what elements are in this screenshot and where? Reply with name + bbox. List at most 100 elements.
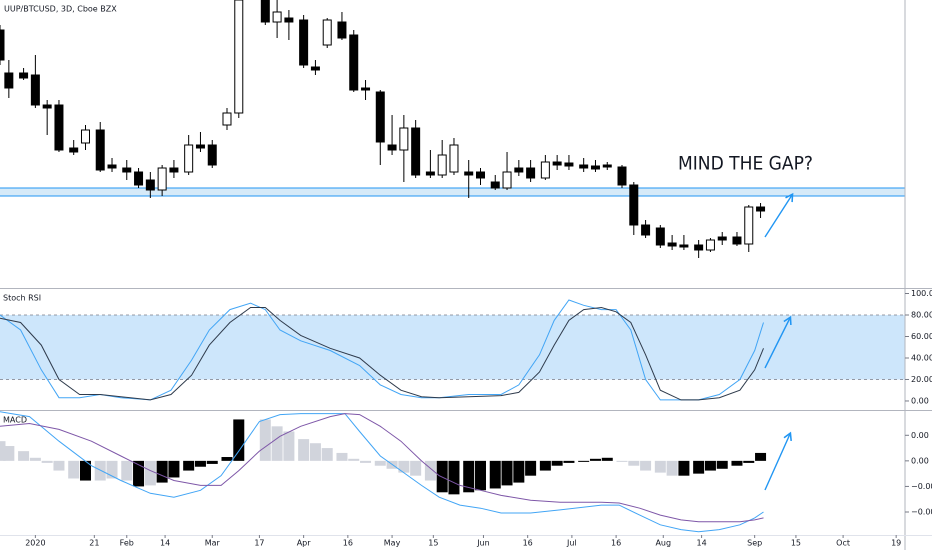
histogram-bar xyxy=(283,431,295,461)
candle-body xyxy=(399,127,409,151)
histogram-bar xyxy=(755,452,767,461)
candle-body xyxy=(464,171,474,176)
histogram-bar xyxy=(68,460,80,479)
histogram-bar xyxy=(525,460,537,476)
histogram-bar xyxy=(79,460,91,481)
candle-body xyxy=(705,239,715,251)
candle-body xyxy=(579,164,589,169)
x-tick-label: Mar xyxy=(205,539,221,548)
candle-body xyxy=(310,66,320,71)
y-tick-label: 80.00 xyxy=(911,311,932,320)
histogram-bar xyxy=(628,460,640,466)
histogram-bar xyxy=(271,426,283,461)
candle-body xyxy=(617,166,627,186)
histogram-bar xyxy=(716,460,728,469)
histogram-bar xyxy=(654,460,666,473)
pane-title: Stoch RSI xyxy=(3,294,41,303)
x-tick-label: 21 xyxy=(89,539,99,548)
histogram-bar xyxy=(298,439,310,461)
candle-body xyxy=(145,179,155,191)
histogram-bar xyxy=(398,460,410,473)
chart-title: UUP/BTCUSD, 3D, Cboe BZX xyxy=(4,5,117,14)
histogram-bar xyxy=(666,460,678,476)
candle-body xyxy=(42,104,52,109)
candle-body xyxy=(717,236,727,241)
candle-body xyxy=(284,17,294,23)
candle-body xyxy=(107,164,117,169)
candle-body xyxy=(184,144,194,173)
candle-body xyxy=(134,171,144,186)
candle-body xyxy=(349,34,359,91)
x-tick-label: Apr xyxy=(297,539,312,548)
histogram-bar xyxy=(18,451,30,461)
histogram-bar xyxy=(616,460,628,462)
candle-body xyxy=(655,227,665,246)
histogram-bar xyxy=(133,460,145,487)
histogram-bar xyxy=(53,460,65,471)
x-tick-label: 17 xyxy=(254,539,264,548)
histogram-bar xyxy=(601,457,613,461)
x-tick-label: May xyxy=(384,539,401,548)
histogram-bar xyxy=(29,457,41,461)
candle-body xyxy=(756,206,766,212)
candle-body xyxy=(502,171,512,189)
histogram-bar xyxy=(360,460,372,463)
candle-body xyxy=(540,161,550,179)
arrow xyxy=(764,192,794,238)
candle-body xyxy=(667,242,677,247)
y-tick-label: 0.00 xyxy=(911,396,929,405)
x-tick-label: 15 xyxy=(428,539,438,548)
histogram-bar xyxy=(640,460,652,471)
x-tick-label: Sep xyxy=(747,539,762,548)
histogram-bar xyxy=(589,458,601,461)
candle-body xyxy=(195,144,205,149)
y-tick-label: 20.00 xyxy=(911,375,932,384)
candle-body xyxy=(4,72,14,89)
x-tick-label: 2020 xyxy=(25,539,45,548)
gap-zone xyxy=(0,188,905,196)
candle-body xyxy=(157,167,167,191)
candle-body xyxy=(0,29,5,61)
candle-body xyxy=(526,167,536,179)
candle-body xyxy=(122,167,132,173)
y-tick-label: 60.00 xyxy=(911,332,932,341)
candle-body xyxy=(629,184,639,226)
candle-body xyxy=(641,224,651,236)
candle-body xyxy=(437,154,447,176)
candle-body xyxy=(590,165,600,170)
candle-body xyxy=(337,21,347,39)
macd-line xyxy=(0,411,764,533)
candle-body xyxy=(694,244,704,251)
candle-body xyxy=(222,112,232,126)
histogram-bar xyxy=(693,460,705,474)
x-tick-label: 14 xyxy=(160,539,170,548)
histogram-bar xyxy=(3,446,15,461)
candle-body xyxy=(490,181,500,189)
histogram-bar xyxy=(221,457,233,461)
x-tick-label: Jul xyxy=(566,539,577,548)
candle-body xyxy=(449,144,459,173)
x-tick-label: Aug xyxy=(655,539,671,548)
histogram-bar xyxy=(704,460,716,471)
x-tick-label: 16 xyxy=(611,539,621,548)
candle-body xyxy=(30,74,40,106)
candle-body xyxy=(476,171,486,179)
candle-body xyxy=(552,161,562,166)
histogram-bar xyxy=(183,460,195,471)
stoch-line xyxy=(0,306,764,401)
histogram-bar xyxy=(501,460,513,486)
candle-body xyxy=(411,127,421,176)
histogram-bar xyxy=(168,460,180,478)
histogram-bar xyxy=(348,458,360,461)
histogram-bar xyxy=(121,460,133,481)
x-tick-label: 19 xyxy=(891,539,901,548)
histogram-bar xyxy=(410,460,422,476)
histogram-bar xyxy=(259,419,271,461)
y-tick-label: 0.00 xyxy=(911,456,929,465)
histogram-bar xyxy=(489,460,501,489)
y-tick-label: 100.00 xyxy=(911,289,932,298)
x-tick-label: 16 xyxy=(523,539,533,548)
histogram-bar xyxy=(0,441,6,461)
